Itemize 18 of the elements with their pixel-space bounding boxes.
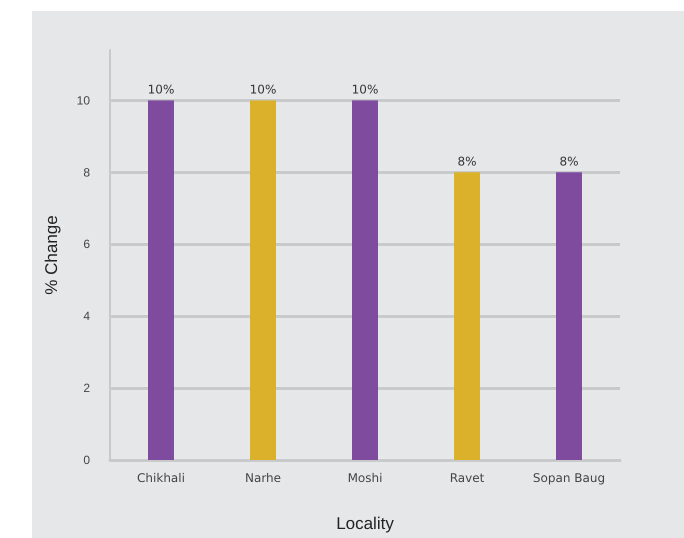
y-tick-label: 10 xyxy=(76,93,90,108)
x-tick-label: Chikhali xyxy=(137,471,185,485)
x-tick-label: Moshi xyxy=(348,471,382,485)
x-tick-label: Ravet xyxy=(450,471,485,485)
data-label: 10% xyxy=(148,82,174,96)
data-label: 10% xyxy=(250,82,276,96)
x-axis-title: Locality xyxy=(336,514,394,533)
y-tick-label: 6 xyxy=(83,237,90,252)
data-label: 8% xyxy=(457,154,477,168)
y-tick-label: 2 xyxy=(83,381,90,396)
data-label: 8% xyxy=(559,154,579,168)
x-tick-label: Narhe xyxy=(244,471,282,485)
y-tick-label: 4 xyxy=(83,309,90,324)
data-label: 10% xyxy=(352,82,378,96)
y-tick-label: 0 xyxy=(83,453,90,467)
y-axis-title: % Change xyxy=(42,215,61,295)
y-tick-label: 8 xyxy=(83,165,90,180)
x-tick-label: Sopan Baug xyxy=(532,471,606,485)
